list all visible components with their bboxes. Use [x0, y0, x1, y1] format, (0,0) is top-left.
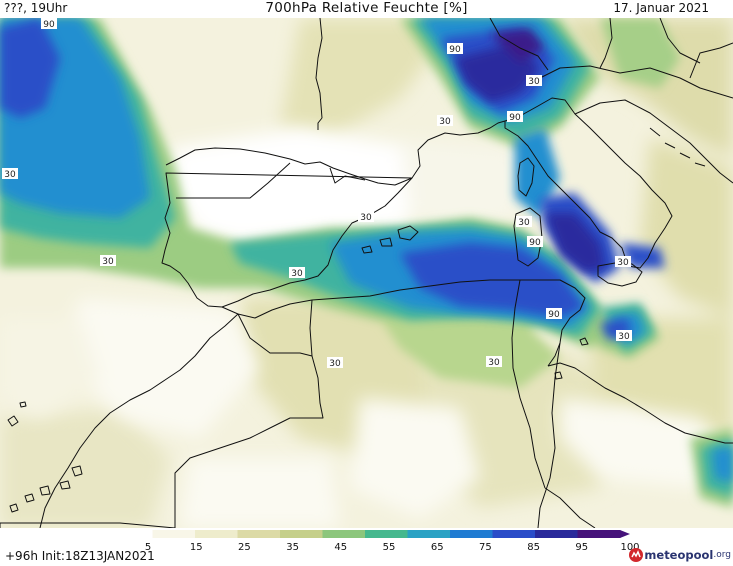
init-time-label: +96h Init:18Z13JAN2021 — [5, 549, 155, 563]
svg-text:30: 30 — [528, 77, 540, 87]
legend-tick-label: 85 — [527, 542, 540, 552]
legend-tick-label: 5 — [145, 542, 151, 552]
contour-label: 30 — [615, 256, 631, 268]
humidity-field — [0, 18, 733, 528]
svg-text:30: 30 — [291, 269, 303, 279]
svg-text:30: 30 — [439, 117, 451, 127]
legend-tick-label: 95 — [575, 542, 588, 552]
contour-label: 30 — [2, 168, 18, 180]
contour-label: 30 — [616, 330, 632, 342]
svg-text:30: 30 — [618, 332, 630, 342]
svg-text:30: 30 — [488, 358, 500, 368]
coastlines — [0, 18, 733, 528]
legend-swatch — [577, 530, 621, 538]
map-title: 700hPa Relative Feuchte [%] — [265, 0, 468, 16]
svg-text:30: 30 — [329, 359, 341, 369]
contour-label: 30 — [358, 211, 374, 223]
svg-text:30: 30 — [617, 258, 629, 268]
legend-swatches — [110, 530, 630, 538]
contour-label: 30 — [100, 255, 116, 267]
legend-swatch — [492, 530, 536, 538]
legend-tick-labels: 5 15 25 35 45 55 65 75 85 95 100 — [145, 542, 640, 552]
svg-text:90: 90 — [529, 238, 541, 248]
logo-icon — [629, 548, 644, 562]
valid-time-label: ???, 19Uhr — [4, 1, 68, 15]
legend-arrow — [620, 530, 630, 538]
legend-swatch — [237, 530, 281, 538]
legend-tick-label: 15 — [190, 542, 203, 552]
svg-text:90: 90 — [509, 113, 521, 123]
svg-text:90: 90 — [449, 45, 461, 55]
legend-swatch — [195, 530, 238, 538]
contour-label: 30 — [486, 356, 502, 368]
contour-label: 30 — [327, 357, 343, 369]
contour-label: 90 — [507, 111, 523, 123]
legend-tick-label: 45 — [334, 542, 347, 552]
legend-swatch — [152, 530, 196, 538]
legend-tick-label: 65 — [431, 542, 444, 552]
legend-swatch — [365, 530, 408, 538]
svg-text:30: 30 — [102, 257, 114, 267]
svg-text:30: 30 — [518, 218, 530, 228]
svg-text:30: 30 — [4, 170, 16, 180]
contour-label: 30 — [289, 267, 305, 279]
legend-tick-label: 55 — [383, 542, 396, 552]
map-footer: 5 15 25 35 45 55 65 75 85 95 100 +96h Init:18Z13JA… — [0, 528, 733, 566]
contour-label: 90 — [447, 43, 463, 55]
svg-text:90: 90 — [548, 310, 560, 320]
contour-label: 90 — [546, 308, 562, 320]
legend-tick-label: 75 — [479, 542, 492, 552]
legend-swatch — [450, 530, 493, 538]
map-header: ???, 19Uhr 700hPa Relative Feuchte [%] 1… — [0, 0, 733, 18]
date-label: 17. Januar 2021 — [613, 1, 709, 15]
contour-label: 90 — [527, 236, 543, 248]
humidity-map: 90 30 90 30 30 90 30 30 30 30 30 90 30 9… — [0, 18, 733, 528]
contour-labels: 90 30 90 30 30 90 30 30 30 30 30 90 30 9… — [2, 18, 632, 369]
contour-label: 90 — [41, 18, 57, 30]
logo-text: meteopool — [644, 548, 714, 562]
contour-label: 30 — [516, 216, 532, 228]
logo-suffix: .org — [713, 550, 731, 560]
svg-text:30: 30 — [360, 213, 372, 223]
legend-swatch — [110, 530, 153, 538]
legend-swatch — [535, 530, 578, 538]
svg-text:90: 90 — [43, 20, 55, 30]
meteopool-logo[interactable]: meteopool .org — [628, 546, 731, 564]
legend-tick-label: 35 — [286, 542, 299, 552]
contour-label: 30 — [526, 75, 542, 87]
legend-swatch — [407, 530, 451, 538]
legend-swatch — [280, 530, 323, 538]
color-legend: 5 15 25 35 45 55 65 75 85 95 100 — [110, 530, 640, 552]
legend-swatch — [322, 530, 366, 538]
contour-label: 30 — [437, 115, 453, 127]
legend-tick-label: 100 — [620, 542, 639, 552]
legend-tick-label: 25 — [238, 542, 251, 552]
